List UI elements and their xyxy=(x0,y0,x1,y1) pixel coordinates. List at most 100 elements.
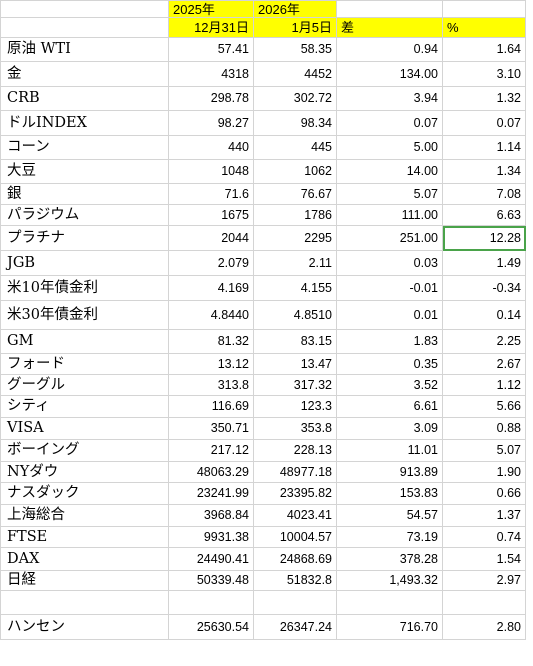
pct-cell[interactable]: 1.12 xyxy=(442,374,526,396)
value-2025-cell[interactable]: 25630.54 xyxy=(168,614,254,640)
name-cell[interactable]: 米10年債金利 xyxy=(0,275,169,301)
value-2026-cell[interactable]: 4023.41 xyxy=(253,504,337,527)
pct-cell[interactable]: 1.32 xyxy=(442,86,526,111)
diff-cell[interactable]: 73.19 xyxy=(336,526,443,548)
name-cell[interactable]: ナスダック xyxy=(0,482,169,505)
value-2026-cell[interactable]: 23395.82 xyxy=(253,482,337,505)
value-2025-cell[interactable]: 440 xyxy=(168,135,254,160)
name-cell[interactable]: 上海総合 xyxy=(0,504,169,527)
pct-cell[interactable]: 5.66 xyxy=(442,395,526,418)
diff-cell[interactable]: 378.28 xyxy=(336,547,443,571)
value-2026-cell[interactable]: 48977.18 xyxy=(253,461,337,483)
diff-cell[interactable]: 134.00 xyxy=(336,61,443,87)
value-2026-cell[interactable]: 83.15 xyxy=(253,329,337,354)
pct-cell[interactable]: -0.34 xyxy=(442,275,526,301)
pct-cell[interactable]: 0.66 xyxy=(442,482,526,505)
value-2025-cell[interactable]: 71.6 xyxy=(168,183,254,205)
name-cell[interactable]: 原油 WTI xyxy=(0,37,169,62)
value-2025-cell[interactable]: 1048 xyxy=(168,159,254,184)
value-2025-cell[interactable]: 23241.99 xyxy=(168,482,254,505)
value-2025-cell[interactable]: 24490.41 xyxy=(168,547,254,571)
pct-cell[interactable] xyxy=(442,590,526,615)
name-cell[interactable]: GM xyxy=(0,329,169,354)
name-cell[interactable]: FTSE xyxy=(0,526,169,548)
pct-cell[interactable]: 1.64 xyxy=(442,37,526,62)
pct-cell[interactable]: 1.37 xyxy=(442,504,526,527)
value-2026-cell[interactable]: 1786 xyxy=(253,204,337,226)
value-2025-cell[interactable]: 298.78 xyxy=(168,86,254,111)
value-2026-cell[interactable]: 98.34 xyxy=(253,110,337,136)
value-2025-cell[interactable]: 9931.38 xyxy=(168,526,254,548)
diff-cell[interactable]: 716.70 xyxy=(336,614,443,640)
diff-cell[interactable]: 3.52 xyxy=(336,374,443,396)
diff-cell[interactable]: 913.89 xyxy=(336,461,443,483)
value-2026-cell[interactable]: 2.11 xyxy=(253,250,337,276)
selected-pct-cell[interactable]: 12.28 xyxy=(442,225,526,251)
name-cell[interactable]: 大豆 xyxy=(0,159,169,184)
name-cell[interactable]: 銀 xyxy=(0,183,169,205)
name-cell[interactable]: シティ xyxy=(0,395,169,418)
diff-cell[interactable]: 5.07 xyxy=(336,183,443,205)
name-cell[interactable]: JGB xyxy=(0,250,169,276)
diff-cell[interactable]: 14.00 xyxy=(336,159,443,184)
header-year2-cell[interactable]: 2026年 xyxy=(253,0,337,18)
name-cell[interactable]: 米30年債金利 xyxy=(0,300,169,330)
diff-cell[interactable]: 153.83 xyxy=(336,482,443,505)
name-cell[interactable]: パラジウム xyxy=(0,204,169,226)
name-cell[interactable]: コーン xyxy=(0,135,169,160)
diff-cell[interactable]: 3.94 xyxy=(336,86,443,111)
header-pct-cell[interactable]: % xyxy=(442,17,526,38)
diff-cell[interactable]: 0.01 xyxy=(336,300,443,330)
value-2026-cell[interactable]: 353.8 xyxy=(253,417,337,440)
diff-cell[interactable]: 0.35 xyxy=(336,353,443,375)
value-2025-cell[interactable]: 116.69 xyxy=(168,395,254,418)
value-2025-cell[interactable]: 2044 xyxy=(168,225,254,251)
diff-cell[interactable]: 11.01 xyxy=(336,439,443,462)
value-2026-cell[interactable]: 445 xyxy=(253,135,337,160)
diff-cell[interactable]: 6.61 xyxy=(336,395,443,418)
name-cell[interactable]: 日経 xyxy=(0,570,169,591)
header-blank-diff-cell[interactable] xyxy=(336,0,443,18)
value-2026-cell[interactable]: 24868.69 xyxy=(253,547,337,571)
value-2025-cell[interactable]: 3968.84 xyxy=(168,504,254,527)
pct-cell[interactable]: 1.49 xyxy=(442,250,526,276)
value-2025-cell[interactable]: 57.41 xyxy=(168,37,254,62)
value-2025-cell[interactable] xyxy=(168,590,254,615)
pct-cell[interactable]: 2.80 xyxy=(442,614,526,640)
value-2025-cell[interactable]: 313.8 xyxy=(168,374,254,396)
header-blank-cell[interactable] xyxy=(0,0,169,18)
value-2026-cell[interactable]: 4452 xyxy=(253,61,337,87)
pct-cell[interactable]: 0.14 xyxy=(442,300,526,330)
diff-cell[interactable]: 1.83 xyxy=(336,329,443,354)
pct-cell[interactable]: 5.07 xyxy=(442,439,526,462)
value-2025-cell[interactable]: 13.12 xyxy=(168,353,254,375)
pct-cell[interactable]: 6.63 xyxy=(442,204,526,226)
value-2025-cell[interactable]: 2.079 xyxy=(168,250,254,276)
header-year1-cell[interactable]: 2025年 xyxy=(168,0,254,18)
diff-cell[interactable]: 111.00 xyxy=(336,204,443,226)
header-blank-name-cell[interactable] xyxy=(0,17,169,38)
value-2025-cell[interactable]: 50339.48 xyxy=(168,570,254,591)
name-cell[interactable] xyxy=(0,590,169,615)
name-cell[interactable]: 金 xyxy=(0,61,169,87)
diff-cell[interactable]: 5.00 xyxy=(336,135,443,160)
diff-cell[interactable]: 0.07 xyxy=(336,110,443,136)
name-cell[interactable]: VISA xyxy=(0,417,169,440)
value-2026-cell[interactable]: 76.67 xyxy=(253,183,337,205)
value-2025-cell[interactable]: 81.32 xyxy=(168,329,254,354)
diff-cell[interactable]: 251.00 xyxy=(336,225,443,251)
diff-cell[interactable]: 0.94 xyxy=(336,37,443,62)
name-cell[interactable]: DAX xyxy=(0,547,169,571)
name-cell[interactable]: フォード xyxy=(0,353,169,375)
pct-cell[interactable]: 0.88 xyxy=(442,417,526,440)
value-2025-cell[interactable]: 350.71 xyxy=(168,417,254,440)
pct-cell[interactable]: 1.34 xyxy=(442,159,526,184)
pct-cell[interactable]: 0.74 xyxy=(442,526,526,548)
value-2026-cell[interactable]: 4.155 xyxy=(253,275,337,301)
value-2026-cell[interactable]: 51832.8 xyxy=(253,570,337,591)
pct-cell[interactable]: 1.14 xyxy=(442,135,526,160)
value-2026-cell[interactable]: 58.35 xyxy=(253,37,337,62)
pct-cell[interactable]: 7.08 xyxy=(442,183,526,205)
pct-cell[interactable]: 3.10 xyxy=(442,61,526,87)
value-2026-cell[interactable]: 228.13 xyxy=(253,439,337,462)
